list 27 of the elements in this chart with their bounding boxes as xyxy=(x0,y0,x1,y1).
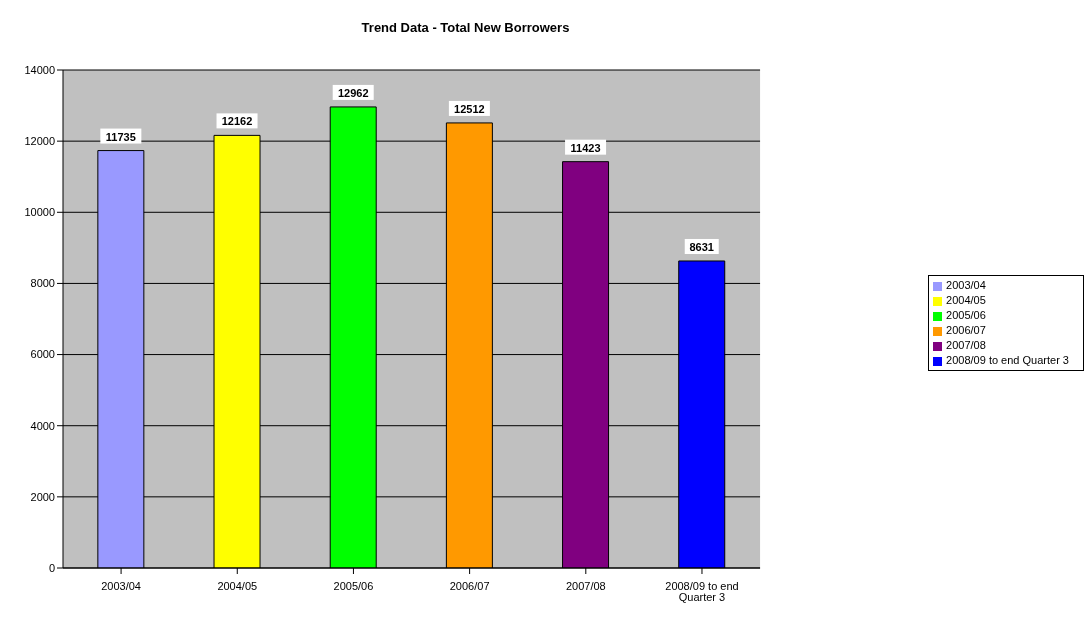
legend-label: 2005/06 xyxy=(946,309,986,321)
y-tick-label: 2000 xyxy=(30,490,55,503)
data-label: 11423 xyxy=(570,141,601,154)
x-tick-label: 2007/08 xyxy=(565,579,606,592)
legend-label: 2007/08 xyxy=(946,339,986,351)
legend-label: 2003/04 xyxy=(946,279,986,291)
x-tick-label: 2008/09 to end Quarter 3 xyxy=(665,579,739,603)
data-label: 11735 xyxy=(105,130,136,143)
data-label: 12962 xyxy=(337,86,369,99)
data-label: 12512 xyxy=(454,102,485,115)
data-label: 8631 xyxy=(689,240,714,253)
legend-label: 2008/09 to end Quarter 3 xyxy=(946,354,1069,366)
chart-title: Trend Data - Total New Borrowers xyxy=(360,20,571,35)
y-tick-label: 0 xyxy=(48,561,55,574)
legend-label: 2006/07 xyxy=(946,324,986,336)
y-tick-label: 12000 xyxy=(24,135,55,148)
x-tick-label: 2006/07 xyxy=(449,579,490,592)
data-label: 12162 xyxy=(221,115,253,128)
y-tick-label: 14000 xyxy=(24,63,55,76)
y-tick-label: 10000 xyxy=(24,206,55,219)
y-tick-label: 4000 xyxy=(30,419,55,432)
x-tick-label: 2004/05 xyxy=(217,579,258,592)
legend-label: 2004/05 xyxy=(946,294,986,306)
x-tick-label: 2003/04 xyxy=(101,579,141,592)
x-tick-label: 2005/06 xyxy=(333,579,374,592)
y-tick-label: 6000 xyxy=(30,348,55,361)
y-tick-label: 8000 xyxy=(30,277,55,290)
